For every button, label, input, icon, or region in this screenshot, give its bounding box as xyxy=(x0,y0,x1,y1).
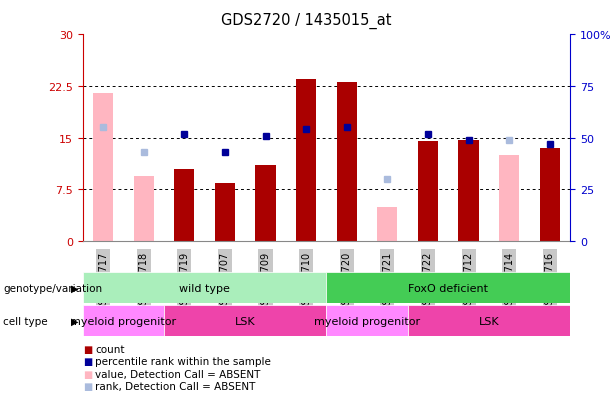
Bar xyxy=(337,83,357,242)
Bar xyxy=(93,94,113,242)
Bar xyxy=(296,80,316,242)
Bar xyxy=(215,183,235,242)
Text: wild type: wild type xyxy=(179,283,230,293)
Bar xyxy=(539,149,560,242)
Text: value, Detection Call = ABSENT: value, Detection Call = ABSENT xyxy=(95,369,261,379)
Bar xyxy=(164,306,327,337)
Text: FoxO deficient: FoxO deficient xyxy=(408,283,489,293)
Text: rank, Detection Call = ABSENT: rank, Detection Call = ABSENT xyxy=(95,381,256,391)
Bar xyxy=(408,306,570,337)
Text: LSK: LSK xyxy=(479,316,499,326)
Text: myeloid progenitor: myeloid progenitor xyxy=(314,316,420,326)
Text: myeloid progenitor: myeloid progenitor xyxy=(70,316,177,326)
Text: ■: ■ xyxy=(83,381,92,391)
Text: cell type: cell type xyxy=(3,316,48,326)
Text: ■: ■ xyxy=(83,356,92,366)
Bar xyxy=(459,140,479,242)
Bar xyxy=(256,166,276,242)
Bar xyxy=(327,273,570,304)
Text: ▶: ▶ xyxy=(71,283,78,293)
Text: genotype/variation: genotype/variation xyxy=(3,283,102,293)
Text: LSK: LSK xyxy=(235,316,256,326)
Bar xyxy=(83,273,327,304)
Text: ■: ■ xyxy=(83,369,92,379)
Text: percentile rank within the sample: percentile rank within the sample xyxy=(95,356,271,366)
Bar xyxy=(499,156,519,242)
Bar xyxy=(418,142,438,242)
Text: count: count xyxy=(95,344,124,354)
Text: ■: ■ xyxy=(83,344,92,354)
Bar xyxy=(377,207,397,242)
Bar xyxy=(174,169,194,242)
Bar xyxy=(327,306,408,337)
Bar xyxy=(83,306,164,337)
Bar xyxy=(134,176,154,242)
Text: GDS2720 / 1435015_at: GDS2720 / 1435015_at xyxy=(221,12,392,28)
Text: ▶: ▶ xyxy=(71,316,78,326)
